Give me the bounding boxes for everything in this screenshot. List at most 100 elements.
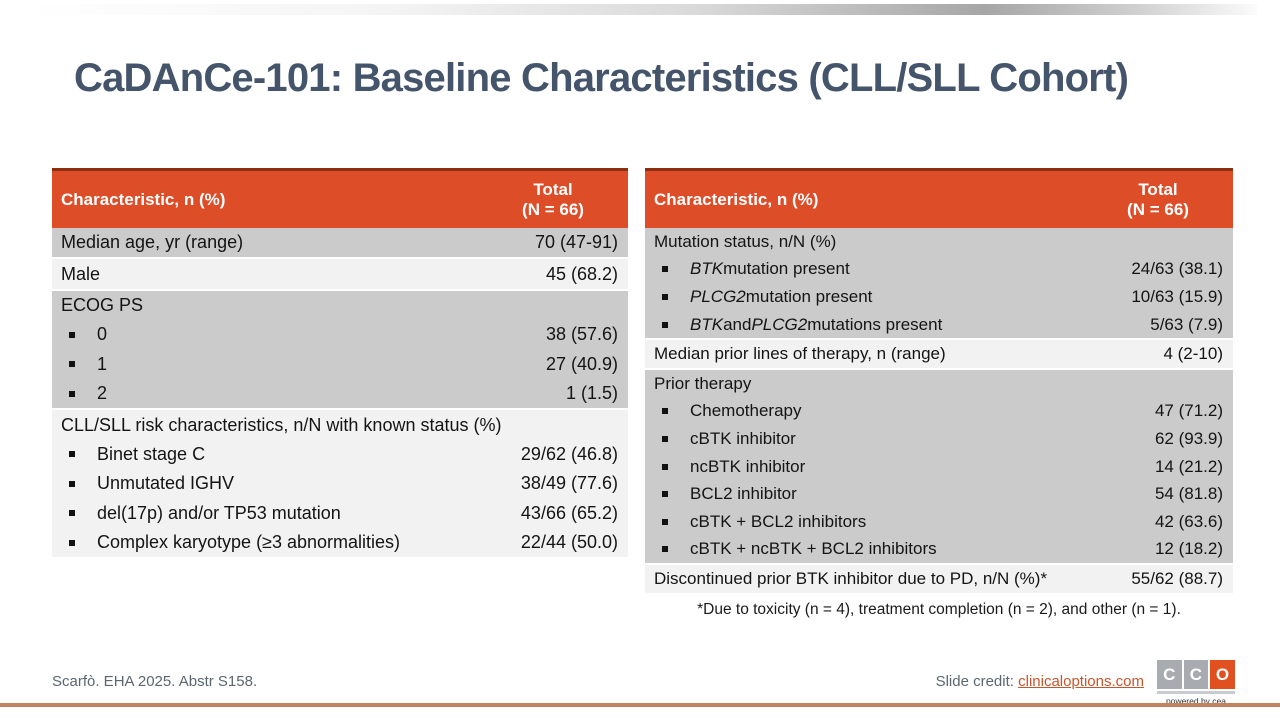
table-row: Male 45 (68.2) [52,259,628,288]
baseline-table-right: Characteristic, n (%) Total (N = 66) Mutati… [645,168,1233,593]
row-label-text: BCL2 inhibitor [690,484,797,504]
bullet-square-icon [662,491,668,498]
row-label-text: BTK [690,314,724,334]
row-label: BTK mutation present [645,259,1073,279]
row-label-text: mutation present [723,259,850,279]
table-group: Prior therapy Chemotherapy 47 (71.2) cBTK i… [645,367,1233,564]
bullet-square-icon [662,321,668,328]
row-value: 42 (63.6) [1154,511,1223,531]
row-label-text: 2 [97,383,108,404]
row-label: CLL/SLL risk characteristics, n/N with k… [52,415,628,436]
column-header-characteristic: Characteristic, n (%) [61,189,226,209]
table-row: BCL2 inhibitor 54 (81.8) [645,480,1233,508]
table-group: Median prior lines of therapy, n (range)… [645,338,1233,368]
slide-credit: Slide credit: clinicaloptions.com [936,673,1144,690]
row-value: 24/63 (38.1) [1131,259,1223,279]
row-value: 55/62 (88.7) [1131,568,1223,588]
row-label-text: PLCG2 [690,286,746,306]
row-label: Median prior lines of therapy, n (range) [645,344,1073,364]
row-label-text: Binet stage C [97,443,206,464]
row-value: 43/66 (65.2) [520,502,618,523]
row-label-text: BTK [690,259,724,279]
row-label: ncBTK inhibitor [645,457,1073,477]
table-row: del(17p) and/or TP53 mutation 43/66 (65.2… [52,499,628,528]
row-value: 1 (1.5) [565,383,618,404]
bullet-square-icon [69,510,75,517]
row-label: Chemotherapy [645,401,1073,421]
row-label-text: cBTK inhibitor [690,428,796,448]
row-label-text: del(17p) and/or TP53 mutation [97,502,341,523]
table-header-row: Characteristic, n (%) Total (N = 66) [645,168,1233,228]
row-label: Male [52,264,468,285]
total-label-line2: (N = 66) [522,199,584,219]
cco-logo-tiles: C C O [1157,660,1235,689]
row-value: 5/63 (7.9) [1150,314,1223,334]
row-label: Complex karyotype (≥3 abnormalities) [52,532,468,553]
row-label: Discontinued prior BTK inhibitor due to … [645,569,1073,589]
row-value: 45 (68.2) [545,263,618,284]
total-label-line1: Total [533,179,573,199]
table-group: Male 45 (68.2) [52,257,628,289]
clinicaloptions-link[interactable]: clinicaloptions.com [1018,673,1144,690]
row-label: BTK and PLCG2 mutations present [645,315,1073,335]
table-row: cBTK inhibitor 62 (93.9) [645,425,1233,453]
table-row: Unmutated IGHV 38/49 (77.6) [52,469,628,498]
row-label-text: mutations present [807,314,943,334]
table-row: BTK mutation present 24/63 (38.1) [645,256,1233,284]
table-group: ECOG PS 0 38 (57.6) 1 27 (40.9) 2 1 (1.5) [52,288,628,409]
bullet-square-icon [662,266,668,273]
slide-title: CaDAnCe-101: Baseline Characteristics (C… [74,56,1129,100]
cco-logo: C C O powered by cea [1157,660,1235,706]
row-value: 4 (2-10) [1163,344,1223,364]
row-label: Mutation status, n/N (%) [645,232,1233,252]
table-group: Mutation status, n/N (%) BTK mutation pre… [645,228,1233,339]
row-label-text: mutation present [745,286,873,306]
table-row: 0 38 (57.6) [52,320,628,349]
column-header-characteristic: Characteristic, n (%) [654,189,819,209]
total-label-line2: (N = 66) [1127,199,1189,219]
table-row: Complex karyotype (≥3 abnormalities) 22/4… [52,528,628,557]
bullet-square-icon [69,331,75,338]
row-label: PLCG2 mutation present [645,287,1073,307]
row-label: cBTK inhibitor [645,429,1073,449]
row-label-text: Mutation status, n/N (%) [654,231,837,251]
row-label: Median age, yr (range) [52,232,468,253]
bullet-square-icon [662,546,668,553]
row-label-text: CLL/SLL risk characteristics, n/N with k… [61,414,502,435]
row-label-text: cBTK + BCL2 inhibitors [690,511,867,531]
row-value: 38/49 (77.6) [520,473,618,494]
row-label-text: Discontinued prior BTK inhibitor due to … [654,568,1048,588]
row-label: 0 [52,324,468,345]
row-label-text: ECOG PS [61,294,144,315]
bullet-square-icon [69,480,75,487]
table-row: cBTK + ncBTK + BCL2 inhibitors 12 (18.2) [645,536,1233,564]
row-label-text: Complex karyotype (≥3 abnormalities) [97,532,400,553]
row-value: 29/62 (46.8) [520,443,618,464]
table-row: Mutation status, n/N (%) [645,228,1233,256]
table-row: Median prior lines of therapy, n (range)… [645,340,1233,368]
row-label: ECOG PS [52,295,628,316]
row-label-text: Male [61,263,101,284]
row-label: Prior therapy [645,374,1233,394]
table-row: ECOG PS [52,291,628,320]
bullet-square-icon [69,539,75,546]
table-row: 1 27 (40.9) [52,350,628,379]
table-row: ncBTK inhibitor 14 (21.2) [645,453,1233,481]
cco-logo-letter-o: O [1210,660,1235,689]
column-header-total: Total (N = 66) [1083,171,1233,228]
row-label-text: 1 [97,353,108,374]
cco-logo-divider [1157,691,1235,694]
slide-credit-label: Slide credit: [935,673,1019,690]
table-group: Discontinued prior BTK inhibitor due to … [645,563,1233,593]
bullet-square-icon [69,390,75,397]
row-value: 14 (21.2) [1154,456,1223,476]
table-row: Chemotherapy 47 (71.2) [645,398,1233,426]
table-row: Median age, yr (range) 70 (47-91) [52,228,628,257]
row-label: Unmutated IGHV [52,473,468,494]
table-footnote: *Due to toxicity (n = 4), treatment comp… [697,601,1181,618]
bullet-square-icon [662,293,668,300]
column-header-total: Total (N = 66) [478,171,628,228]
bullet-square-icon [662,408,668,415]
top-gradient-bar [22,4,1257,15]
